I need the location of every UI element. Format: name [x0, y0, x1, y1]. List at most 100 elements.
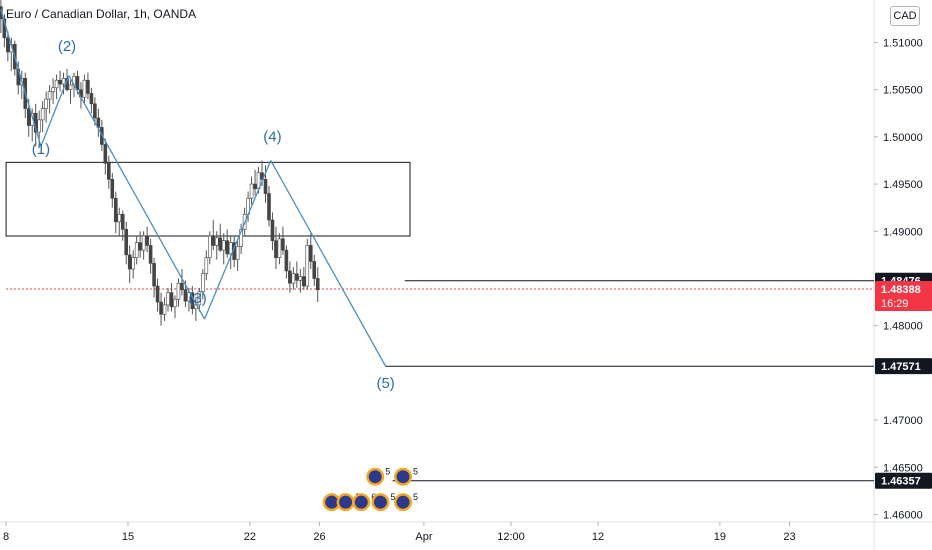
candle-body: [139, 243, 142, 251]
candle-body: [205, 258, 208, 274]
candle-body: [313, 261, 316, 278]
price-tick-label: 1.46000: [883, 509, 923, 521]
candle-body: [69, 85, 72, 90]
event-marker-icon: [397, 496, 410, 509]
candle-body: [55, 80, 58, 88]
time-tick-label: 12:00: [497, 531, 525, 543]
zone-rectangle: [6, 162, 410, 236]
candle-body: [302, 277, 305, 286]
candle-body: [104, 144, 107, 163]
event-marker-icon: [369, 470, 382, 483]
candle-body: [6, 38, 9, 52]
candle-body: [271, 220, 274, 241]
price-label-text: 1.46357: [881, 476, 921, 488]
candle-body: [173, 299, 176, 307]
candle-body: [52, 88, 55, 92]
candle-body: [184, 290, 187, 301]
candle-body: [62, 78, 65, 84]
candle-body: [208, 236, 211, 258]
candle-body: [219, 238, 222, 250]
candle-body: [201, 274, 204, 292]
candle-body: [163, 305, 166, 314]
elliott-wave-line: [69, 76, 205, 320]
candle-body: [156, 286, 159, 302]
candle-body: [90, 93, 93, 103]
candle-body: [292, 274, 295, 283]
event-marker-count: 5: [413, 492, 418, 502]
candle-body: [107, 163, 110, 179]
price-tick-label: 1.47000: [883, 415, 923, 427]
candle-body: [222, 241, 225, 250]
candle-body: [267, 194, 270, 220]
candle-body: [132, 258, 135, 269]
candle-body: [212, 236, 215, 245]
time-tick-label: 12: [592, 531, 604, 543]
event-marker-icon: [325, 496, 338, 509]
candle-body: [254, 184, 257, 189]
candle-body: [306, 245, 309, 286]
time-tick-label: Apr: [415, 531, 432, 543]
candle-body: [111, 179, 114, 198]
candle-body: [27, 109, 30, 126]
event-marker-icon: [397, 470, 410, 483]
currency-button[interactable]: CAD: [890, 6, 920, 26]
price-label-text: 1.47571: [881, 361, 921, 373]
candle-body: [93, 104, 96, 118]
wave-label: (4): [263, 129, 281, 146]
candle-body: [170, 293, 173, 307]
candle-body: [48, 92, 51, 100]
event-marker-count: 5: [413, 467, 418, 477]
event-marker-icon: [374, 496, 387, 509]
candle-body: [295, 274, 298, 281]
price-tick-label: 1.46500: [883, 462, 923, 474]
price-tick-label: 1.49500: [883, 179, 923, 191]
time-tick-label: 15: [122, 531, 134, 543]
time-tick-label: 23: [783, 531, 795, 543]
candle-body: [121, 214, 124, 229]
candle-body: [160, 302, 163, 314]
candle-body: [38, 120, 41, 132]
candle-body: [125, 229, 128, 254]
candle-body: [146, 236, 149, 245]
wave-label: (2): [58, 38, 76, 55]
candle-body: [309, 245, 312, 261]
wave-label: (3): [188, 290, 206, 307]
candle-body: [167, 293, 170, 305]
wave-label: (5): [376, 375, 394, 392]
candle-body: [250, 184, 253, 198]
time-tick-label: 8: [3, 531, 9, 543]
time-tick-label: 19: [714, 531, 726, 543]
candle-body: [118, 214, 121, 222]
price-tick-label: 1.51000: [883, 37, 923, 49]
candle-body: [236, 246, 239, 259]
candle-body: [41, 109, 44, 120]
candle-body: [288, 271, 291, 283]
price-tick-label: 1.50000: [883, 132, 923, 144]
candle-body: [177, 283, 180, 299]
candle-body: [114, 198, 117, 222]
candle-body: [149, 245, 152, 263]
candle-body: [86, 80, 89, 93]
candle-body: [281, 239, 284, 250]
event-marker-icon: [339, 496, 352, 509]
candle-body: [135, 243, 138, 258]
candle-body: [142, 236, 145, 250]
candle-body: [264, 179, 267, 193]
candle-body: [83, 80, 86, 97]
price-label-text: 1.48388: [881, 284, 921, 296]
chart-title: Euro / Canadian Dollar, 1h, OANDA: [6, 7, 196, 21]
event-marker-count: 5: [385, 467, 390, 477]
candle-body: [285, 250, 288, 271]
candle-body: [316, 278, 319, 289]
candle-body: [229, 243, 232, 254]
time-tick-label: 22: [244, 531, 256, 543]
candle-body: [278, 239, 281, 258]
price-tick-label: 1.50500: [883, 85, 923, 97]
elliott-wave-line: [1, 9, 41, 146]
time-tick-label: 26: [313, 531, 325, 543]
candle-body: [153, 263, 156, 286]
event-marker-icon: [355, 496, 368, 509]
candle-body: [76, 76, 79, 89]
candle-body: [274, 241, 277, 258]
